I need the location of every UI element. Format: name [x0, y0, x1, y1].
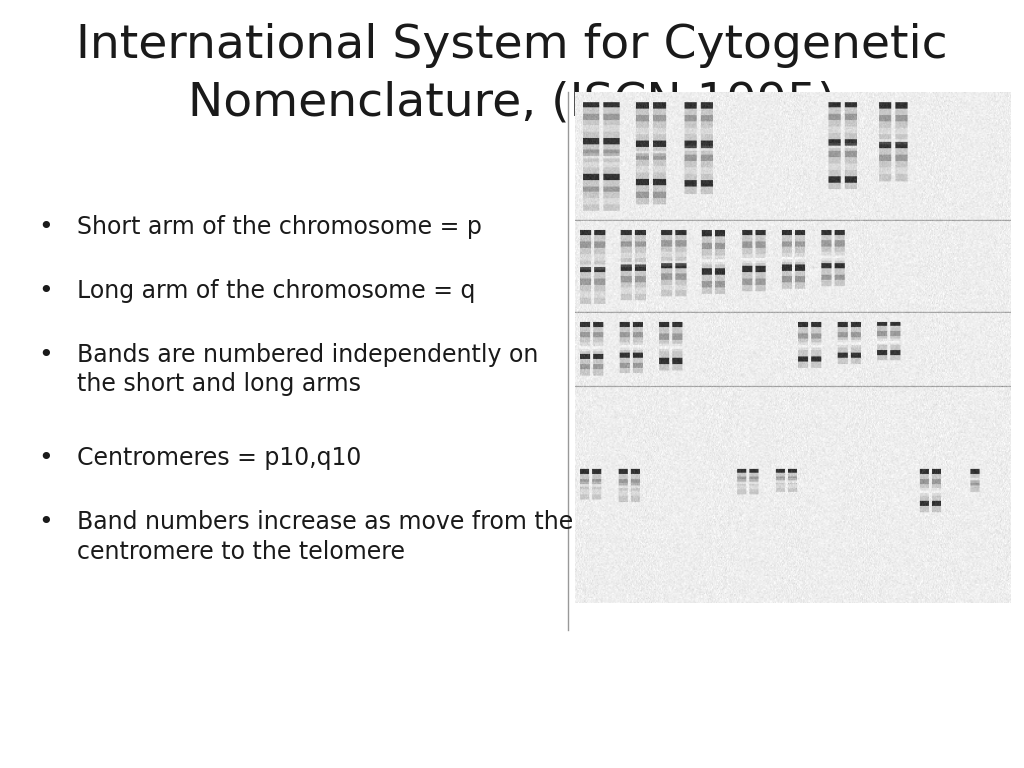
Text: Short arm of the chromosome = p: Short arm of the chromosome = p	[77, 215, 481, 239]
Text: Long arm of the chromosome = q: Long arm of the chromosome = q	[77, 279, 475, 303]
Text: International System for Cytogenetic
Nomenclature, (ISCN,1995): International System for Cytogenetic Nom…	[76, 23, 948, 125]
Text: Bands are numbered independently on
the short and long arms: Bands are numbered independently on the …	[77, 343, 539, 396]
Text: •: •	[39, 510, 53, 534]
Text: •: •	[39, 215, 53, 239]
Text: •: •	[39, 446, 53, 470]
Text: Centromeres = p10,q10: Centromeres = p10,q10	[77, 446, 361, 470]
Text: •: •	[39, 279, 53, 303]
Text: Band numbers increase as move from the
centromere to the telomere: Band numbers increase as move from the c…	[77, 510, 573, 564]
Text: •: •	[39, 343, 53, 366]
